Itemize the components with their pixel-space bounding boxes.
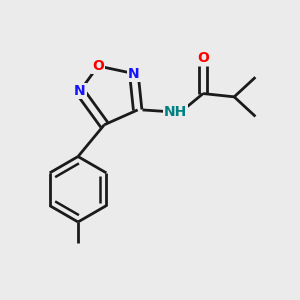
Text: NH: NH (164, 105, 187, 118)
Text: O: O (197, 51, 209, 64)
Text: O: O (92, 59, 104, 73)
Text: N: N (74, 84, 85, 98)
Text: N: N (128, 67, 140, 81)
